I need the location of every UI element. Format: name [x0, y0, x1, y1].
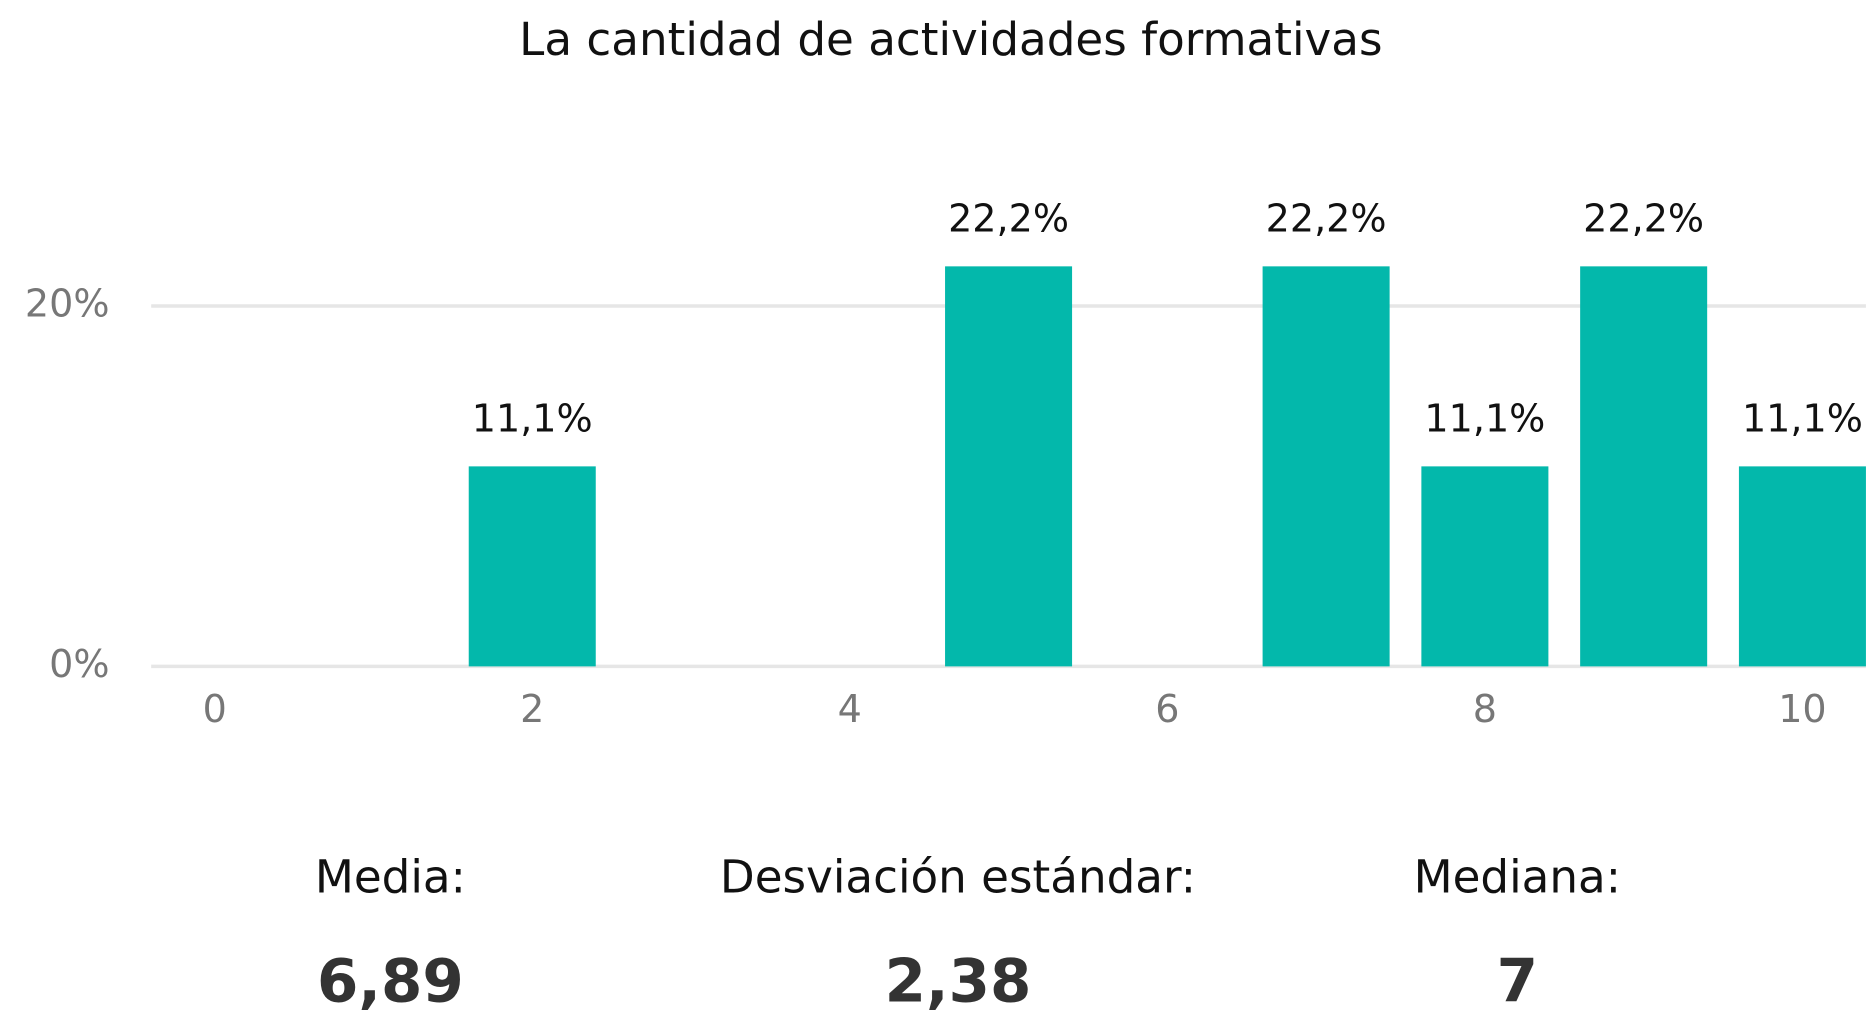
- value-label: 11,1%: [1424, 397, 1545, 441]
- value-label: 22,2%: [1583, 197, 1704, 241]
- stat-label: Mediana:: [1414, 851, 1621, 904]
- bar: [1421, 466, 1549, 667]
- bar: [1738, 466, 1866, 667]
- y-tick-label: 20%: [25, 281, 110, 325]
- bar: [945, 266, 1073, 667]
- x-tick-label: 10: [1778, 687, 1826, 731]
- stat-value: 2,38: [885, 947, 1032, 1016]
- value-label: 22,2%: [1266, 197, 1387, 241]
- x-tick-label: 8: [1473, 687, 1497, 731]
- stat-value: 6,89: [317, 947, 464, 1016]
- x-tick-label: 0: [203, 687, 227, 731]
- value-label: 11,1%: [472, 397, 593, 441]
- stat-label: Desviación estándar:: [720, 851, 1196, 904]
- x-tick-label: 6: [1155, 687, 1179, 731]
- x-tick-label: 4: [838, 687, 862, 731]
- value-label: 22,2%: [948, 197, 1069, 241]
- x-tick-label: 2: [520, 687, 544, 731]
- bar: [1262, 266, 1390, 667]
- stat-value: 7: [1497, 947, 1538, 1016]
- bar: [1580, 266, 1708, 667]
- bar: [468, 466, 596, 667]
- stat-label: Media:: [315, 851, 466, 904]
- value-label: 11,1%: [1742, 397, 1863, 441]
- chart-title: La cantidad de actividades formativas: [519, 13, 1382, 66]
- y-tick-label: 0%: [49, 642, 109, 686]
